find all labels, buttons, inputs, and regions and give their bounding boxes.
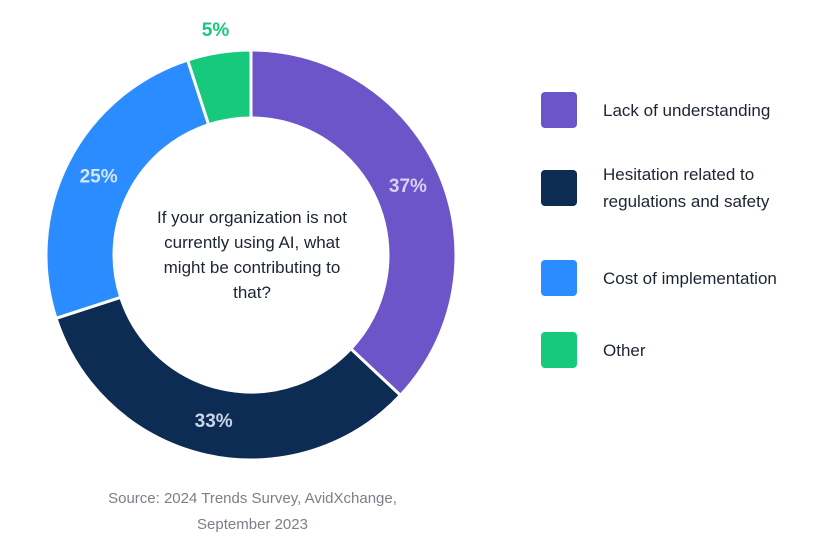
value-label: 37% — [389, 176, 427, 197]
donut-slice — [249, 48, 458, 398]
value-label: 33% — [195, 411, 233, 432]
legend-label: Lack of understanding — [603, 100, 771, 120]
source: Source: 2024 Trends Survey, AvidXchange,… — [108, 490, 397, 533]
value-label: 25% — [80, 166, 118, 187]
legend-swatch — [541, 170, 577, 206]
legend-label: Hesitation related to regulations and sa… — [603, 165, 770, 211]
legend-label: Other — [603, 340, 646, 360]
legend-swatch — [541, 332, 577, 368]
donut-slice — [54, 295, 403, 462]
legend-label: Cost of implementation — [603, 268, 777, 288]
value-label: 5% — [202, 20, 230, 41]
legend-swatch — [541, 260, 577, 296]
donut-slice — [185, 48, 253, 127]
legend-swatch — [541, 92, 577, 128]
center-text: If your organization is not currently us… — [157, 208, 347, 302]
